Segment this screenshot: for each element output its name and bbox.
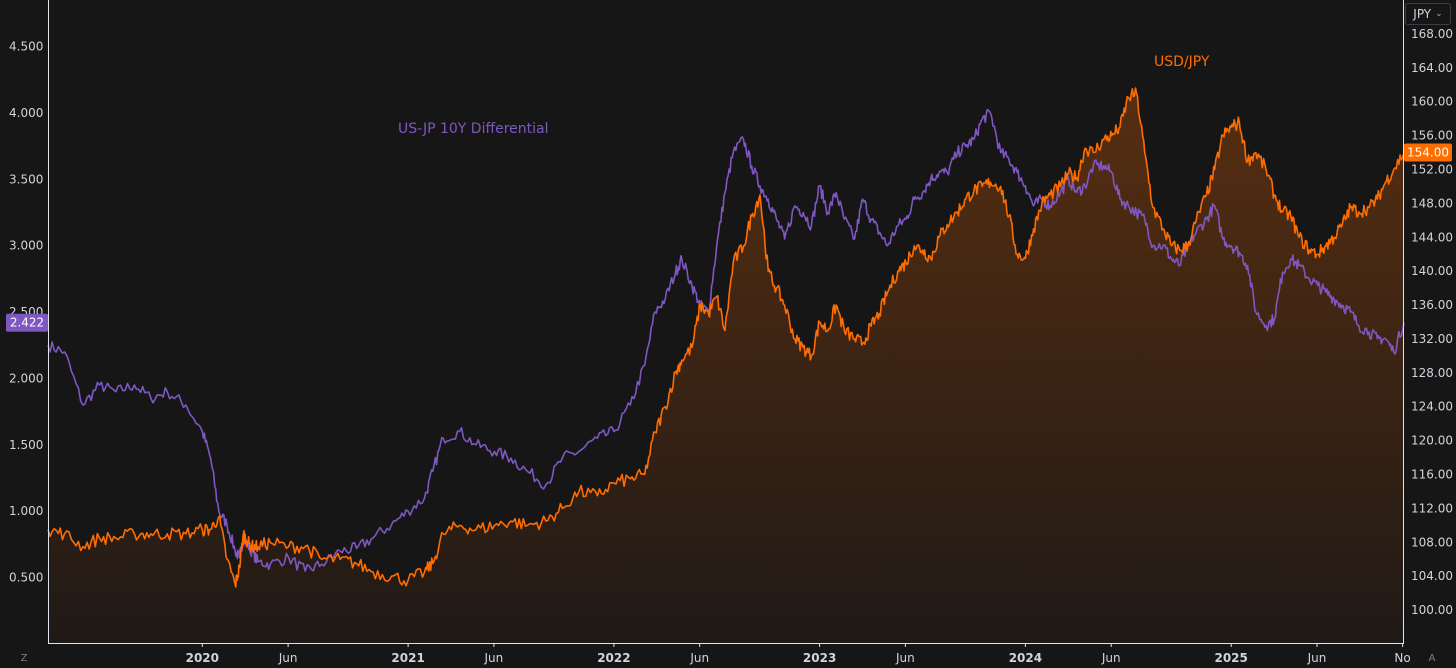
time-tick-label: Jun [484, 651, 504, 665]
right-tick-label: 144.00 [1411, 230, 1453, 244]
annotation-label[interactable]: USD/JPY [1154, 54, 1210, 70]
right-tick-label: 132.00 [1411, 332, 1453, 346]
time-tick-label: 2023 [803, 651, 836, 665]
left-axis[interactable]: 0.5001.0001.5002.0002.5003.0003.5004.000… [9, 40, 43, 585]
currency-selector-button[interactable]: JPY ⌄ [1405, 3, 1451, 25]
right-axis[interactable]: 100.00 104.00 108.00 112.00 116.00 120.00 124.… [1411, 27, 1453, 617]
right-tick-label: 116.00 [1411, 468, 1453, 482]
time-tick-label: Jun [1307, 651, 1327, 665]
left-tick-label: 0.500 [9, 571, 43, 585]
usdjpy-last-value-badge [1404, 143, 1452, 162]
left-tick-label: 2.000 [9, 371, 43, 385]
right-tick-label: 164.00 [1411, 61, 1453, 75]
differential-last-value-badge [6, 313, 48, 332]
right-tick-label: 136.00 [1411, 298, 1453, 312]
right-tick-label: 160.00 [1411, 95, 1453, 109]
time-tick-label: Jun [689, 651, 709, 665]
annotation-label[interactable]: US-JP 10Y Differential [398, 121, 549, 137]
chevron-down-icon: ⌄ [1435, 9, 1443, 19]
time-tick-label: 2025 [1214, 651, 1247, 665]
currency-label: JPY [1413, 7, 1432, 21]
time-tick-label: 2020 [186, 651, 219, 665]
right-tick-label: 124.00 [1411, 400, 1453, 414]
series-line-us-jp-10y-differential[interactable] [47, 108, 1405, 572]
usdjpy-area-fill [48, 88, 1404, 644]
time-tick-label: Jun [895, 651, 915, 665]
right-tick-label: 108.00 [1411, 535, 1453, 549]
usdjpy-last-value-text: 154.00 [1407, 146, 1449, 160]
time-tick-label: 2021 [391, 651, 424, 665]
left-tick-label: 1.500 [9, 438, 43, 452]
time-axis[interactable]: 2020 Jun 2021 Jun 2022 Jun 2023 Jun 2024 Jun 2025 J… [186, 644, 1411, 665]
time-tick-label: 2024 [1009, 651, 1042, 665]
time-tick-label: Jun [1101, 651, 1121, 665]
right-tick-label: 152.00 [1411, 163, 1453, 177]
series-line-usd-jpy[interactable] [47, 87, 1405, 588]
right-tick-label: 112.00 [1411, 501, 1453, 515]
right-tick-label: 128.00 [1411, 366, 1453, 380]
right-tick-label: 104.00 [1411, 569, 1453, 583]
left-tick-label: 1.000 [9, 504, 43, 518]
right-tick-label: 168.00 [1411, 27, 1453, 41]
timezone-button[interactable]: Z [20, 652, 28, 664]
left-tick-label: 3.000 [9, 239, 43, 253]
auto-scale-button[interactable]: A [1428, 652, 1436, 664]
right-tick-label: 156.00 [1411, 129, 1453, 143]
differential-last-value-text: 2.422 [10, 316, 44, 330]
left-tick-label: 3.500 [9, 172, 43, 186]
right-tick-label: 120.00 [1411, 434, 1453, 448]
right-tick-label: 140.00 [1411, 264, 1453, 278]
left-tick-label: 4.500 [9, 40, 43, 54]
time-tick-label: No [1394, 651, 1410, 665]
time-tick-label: 2022 [597, 651, 630, 665]
right-tick-label: 100.00 [1411, 603, 1453, 617]
time-tick-label: Jun [278, 651, 298, 665]
right-tick-label: 148.00 [1411, 196, 1453, 210]
left-tick-label: 4.000 [9, 106, 43, 120]
